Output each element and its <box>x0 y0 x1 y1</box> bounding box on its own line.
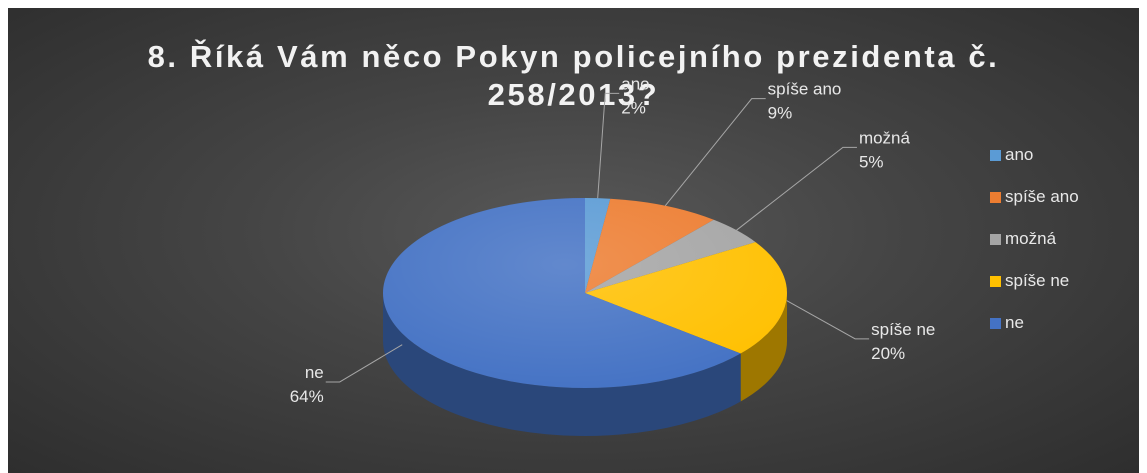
legend-swatch <box>990 191 1001 203</box>
data-label-category-ano: ano <box>621 74 649 93</box>
legend-swatch <box>990 149 1001 161</box>
legend-label: ano <box>1005 145 1034 164</box>
data-label-category-spise-ano: spíše ano <box>768 80 842 99</box>
legend-item-spise-ne: spíše ne <box>990 269 1069 293</box>
data-label-category-spise-ne: spíše ne <box>871 320 935 339</box>
legend-swatch <box>990 317 1001 329</box>
leader-line-spise-ano <box>664 98 766 207</box>
data-label-category-ne: ne <box>305 363 324 382</box>
legend-label: spíše ano <box>1005 187 1079 206</box>
pie-side-spise-ne <box>740 293 787 402</box>
leader-line-ne <box>325 344 403 383</box>
data-label-value-spise-ano: 9% <box>768 104 793 123</box>
pie-leader-lines <box>325 92 870 383</box>
legend-item-spise-ano: spíše ano <box>990 185 1079 209</box>
legend-label: možná <box>1005 229 1057 248</box>
data-label-value-mozna: 5% <box>859 152 884 171</box>
pie-data-labels: ano 2% spíše ano 9% možná 5% spíše ne 20% ne 64% <box>290 74 936 406</box>
legend-swatch <box>990 275 1001 287</box>
legend-label: ne <box>1005 313 1024 332</box>
data-label-category-mozna: možná <box>859 128 911 147</box>
data-label-value-ne: 64% <box>290 387 324 406</box>
leader-line-spise-ne <box>786 300 870 340</box>
leader-line-ano <box>597 92 620 199</box>
pie-sides <box>383 293 787 437</box>
data-label-value-ano: 2% <box>621 98 646 117</box>
pie-chart: ano 2% spíše ano 9% možná 5% spíše ne 20% ne 64% <box>290 74 936 437</box>
legend-item-ne: ne <box>990 311 1024 335</box>
legend-item-ano: ano <box>990 143 1033 167</box>
legend-swatch <box>990 233 1001 245</box>
chart-area: 8. Říká Vám něco Pokyn policejního prezi… <box>8 8 1139 473</box>
chart-title: 8. Říká Vám něco Pokyn policejního prezi… <box>147 39 1000 112</box>
pie-side-ne <box>383 293 741 437</box>
pie-highlight <box>383 198 787 388</box>
leader-line-mozna <box>736 146 857 231</box>
data-label-value-spise-ne: 20% <box>871 344 905 363</box>
legend-item-mozna: možná <box>990 227 1056 251</box>
pie-tops <box>382 198 787 388</box>
legend-label: spíše ne <box>1005 271 1070 290</box>
